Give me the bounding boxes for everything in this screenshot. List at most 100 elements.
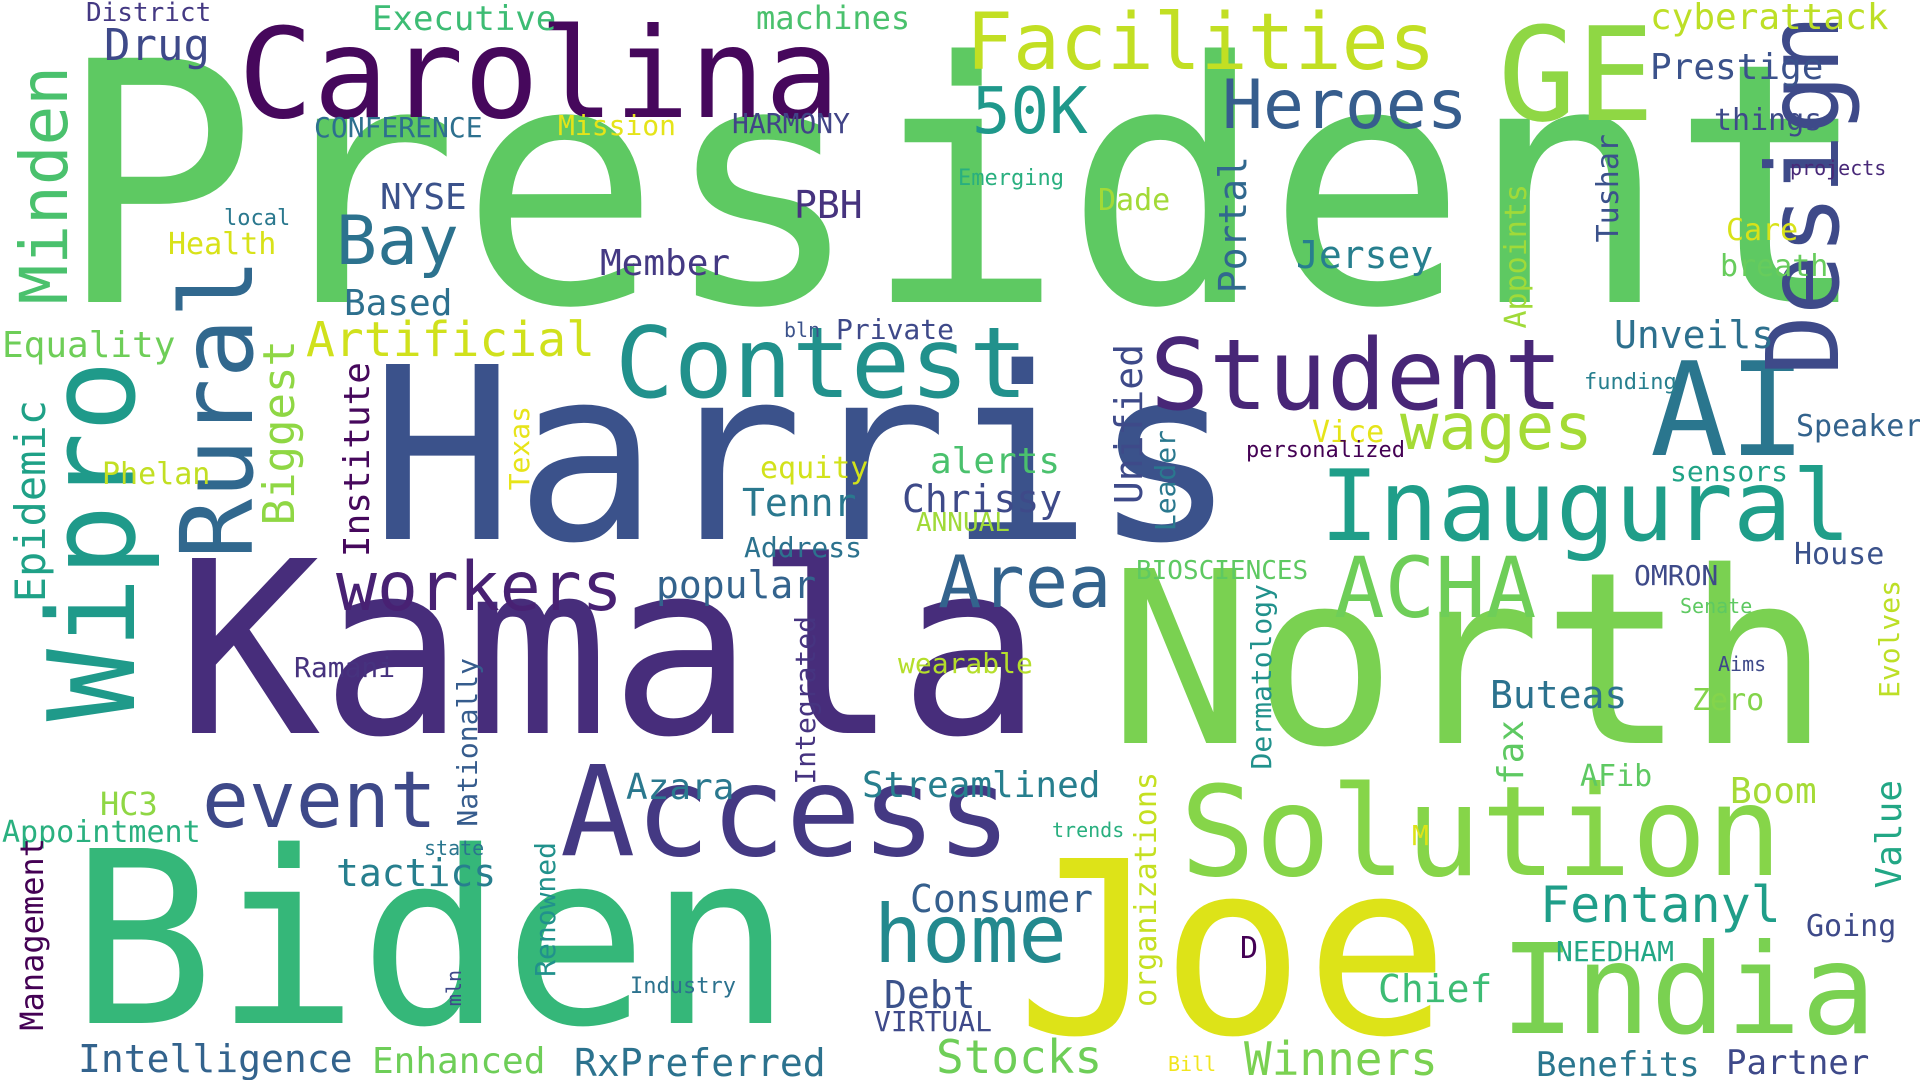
word-50k: 50K xyxy=(972,75,1088,149)
word-winners: Winners xyxy=(1244,1032,1438,1080)
word-buteas: Buteas xyxy=(1490,673,1628,717)
word-projects: projects xyxy=(1790,156,1887,180)
word-senate: Senate xyxy=(1680,594,1753,618)
word-workers: workers xyxy=(336,548,623,627)
word-m: M xyxy=(1412,819,1429,852)
word-nyse: NYSE xyxy=(380,177,467,218)
word-azara: Azara xyxy=(626,767,735,808)
word-president: President xyxy=(56,0,1872,382)
word-home: home xyxy=(874,888,1067,981)
word-joe: Joe xyxy=(1016,810,1450,1080)
word-equality: Equality xyxy=(2,325,176,366)
word-things: things xyxy=(1714,103,1823,138)
word-heroes: Heroes xyxy=(1222,66,1468,145)
word-evolves: Evolves xyxy=(1873,580,1906,699)
word-rxpreferred: RxPreferred xyxy=(574,1041,826,1080)
word-institute: Institute xyxy=(337,362,378,558)
word-drug: Drug xyxy=(104,20,210,71)
word-debt: Debt xyxy=(884,973,976,1017)
word-stocks: Stocks xyxy=(936,1030,1103,1080)
word-ge: GE xyxy=(1498,0,1655,151)
word-biden: Biden xyxy=(70,800,793,1080)
word-portal: Portal xyxy=(1211,156,1255,294)
word-artificial: Artificial xyxy=(306,312,595,368)
word-harris: Harris xyxy=(370,316,1237,596)
word-harmony: HARMONY xyxy=(732,107,851,140)
word-tennr: Tennr xyxy=(742,481,857,525)
word-alerts: alerts xyxy=(930,441,1061,482)
word-appointment: Appointment xyxy=(2,815,201,850)
word-chrissy: Chrissy xyxy=(902,477,1063,521)
word-inaugural: Inaugural xyxy=(1320,450,1852,564)
word-consumer: Consumer xyxy=(910,877,1094,921)
word-texas: Texas xyxy=(503,406,536,491)
word-organizations: organizations xyxy=(1129,772,1164,1007)
word-virtual: VIRTUAL xyxy=(874,1005,993,1038)
word-north: North xyxy=(1108,520,1831,800)
word-dade: Dade xyxy=(1098,183,1171,218)
word-minden: Minden xyxy=(6,66,83,305)
word-partner: Partner xyxy=(1726,1043,1870,1080)
word-hc3: HC3 xyxy=(100,785,158,823)
word-mission: Mission xyxy=(558,109,677,142)
word-cyberattack: cyberattack xyxy=(1650,0,1889,38)
word-speaker: Speaker xyxy=(1796,409,1920,444)
word-rural: Rural xyxy=(159,258,276,560)
word-solution: Solution xyxy=(1180,760,1783,905)
word-going: Going xyxy=(1806,909,1897,944)
word-facilities: Facilities xyxy=(966,0,1436,88)
word-access: Access xyxy=(560,740,1012,885)
word-conference: CONFERENCE xyxy=(314,111,483,144)
word-wearable: wearable xyxy=(898,647,1033,680)
word-dermatology: Dermatology xyxy=(1245,584,1278,770)
word-enhanced: Enhanced xyxy=(372,1041,546,1080)
word-address: Address xyxy=(744,531,863,564)
word-bln: bln xyxy=(784,318,821,342)
word-popular: popular xyxy=(656,563,817,607)
word-annual: ANNUAL xyxy=(916,508,1010,538)
word-sensors: sensors xyxy=(1670,455,1789,488)
word-intelligence: Intelligence xyxy=(78,1037,353,1080)
word-student: Student xyxy=(1150,319,1564,433)
word-based: Based xyxy=(344,283,453,324)
word-zero: Zero xyxy=(1692,683,1765,718)
word-contest: Contest xyxy=(615,307,1029,421)
word-bay: Bay xyxy=(336,202,459,281)
word-unveils: Unveils xyxy=(1614,313,1775,357)
word-industry: Industry xyxy=(630,974,736,999)
word-aims: Aims xyxy=(1718,652,1767,676)
word-phelan: Phelan xyxy=(102,457,211,492)
word-personalized: personalized xyxy=(1246,438,1405,463)
word-streamlined: Streamlined xyxy=(862,765,1101,806)
word-care: Care xyxy=(1726,213,1799,248)
word-funding: funding xyxy=(1584,370,1677,395)
word-breath: breath xyxy=(1720,249,1829,284)
word-leader: Leader xyxy=(1149,430,1182,532)
word-tactics: tactics xyxy=(336,851,497,895)
word-private: Private xyxy=(836,313,955,346)
word-appoints: Appoints xyxy=(1499,184,1534,329)
word-integrated: Integrated xyxy=(789,616,822,785)
word-fax: fax xyxy=(1491,720,1532,786)
word-member: Member xyxy=(600,243,731,284)
word-bill: Bill xyxy=(1168,1052,1217,1076)
word-unified: Unified xyxy=(1107,344,1151,505)
word-biggest: Biggest xyxy=(254,340,305,526)
word-needham: NEEDHAM xyxy=(1556,935,1675,968)
word-ai: AI xyxy=(1650,334,1807,486)
word-event: event xyxy=(202,756,437,846)
word-machines: machines xyxy=(756,0,911,37)
word-equity: equity xyxy=(760,451,869,486)
word-omron: OMRON xyxy=(1634,559,1719,592)
word-boom: Boom xyxy=(1730,771,1817,812)
word-emerging: Emerging xyxy=(958,166,1064,191)
word-mln: mln xyxy=(442,970,466,1007)
word-district: District xyxy=(86,0,212,28)
word-state: state xyxy=(424,836,485,860)
word-biosciences: BIOSCIENCES xyxy=(1136,556,1309,586)
word-tushar: Tushar xyxy=(1591,134,1626,243)
word-value: Value xyxy=(1869,780,1910,889)
word-wages: wages xyxy=(1400,391,1593,465)
word-epidemic: Epidemic xyxy=(6,400,55,603)
